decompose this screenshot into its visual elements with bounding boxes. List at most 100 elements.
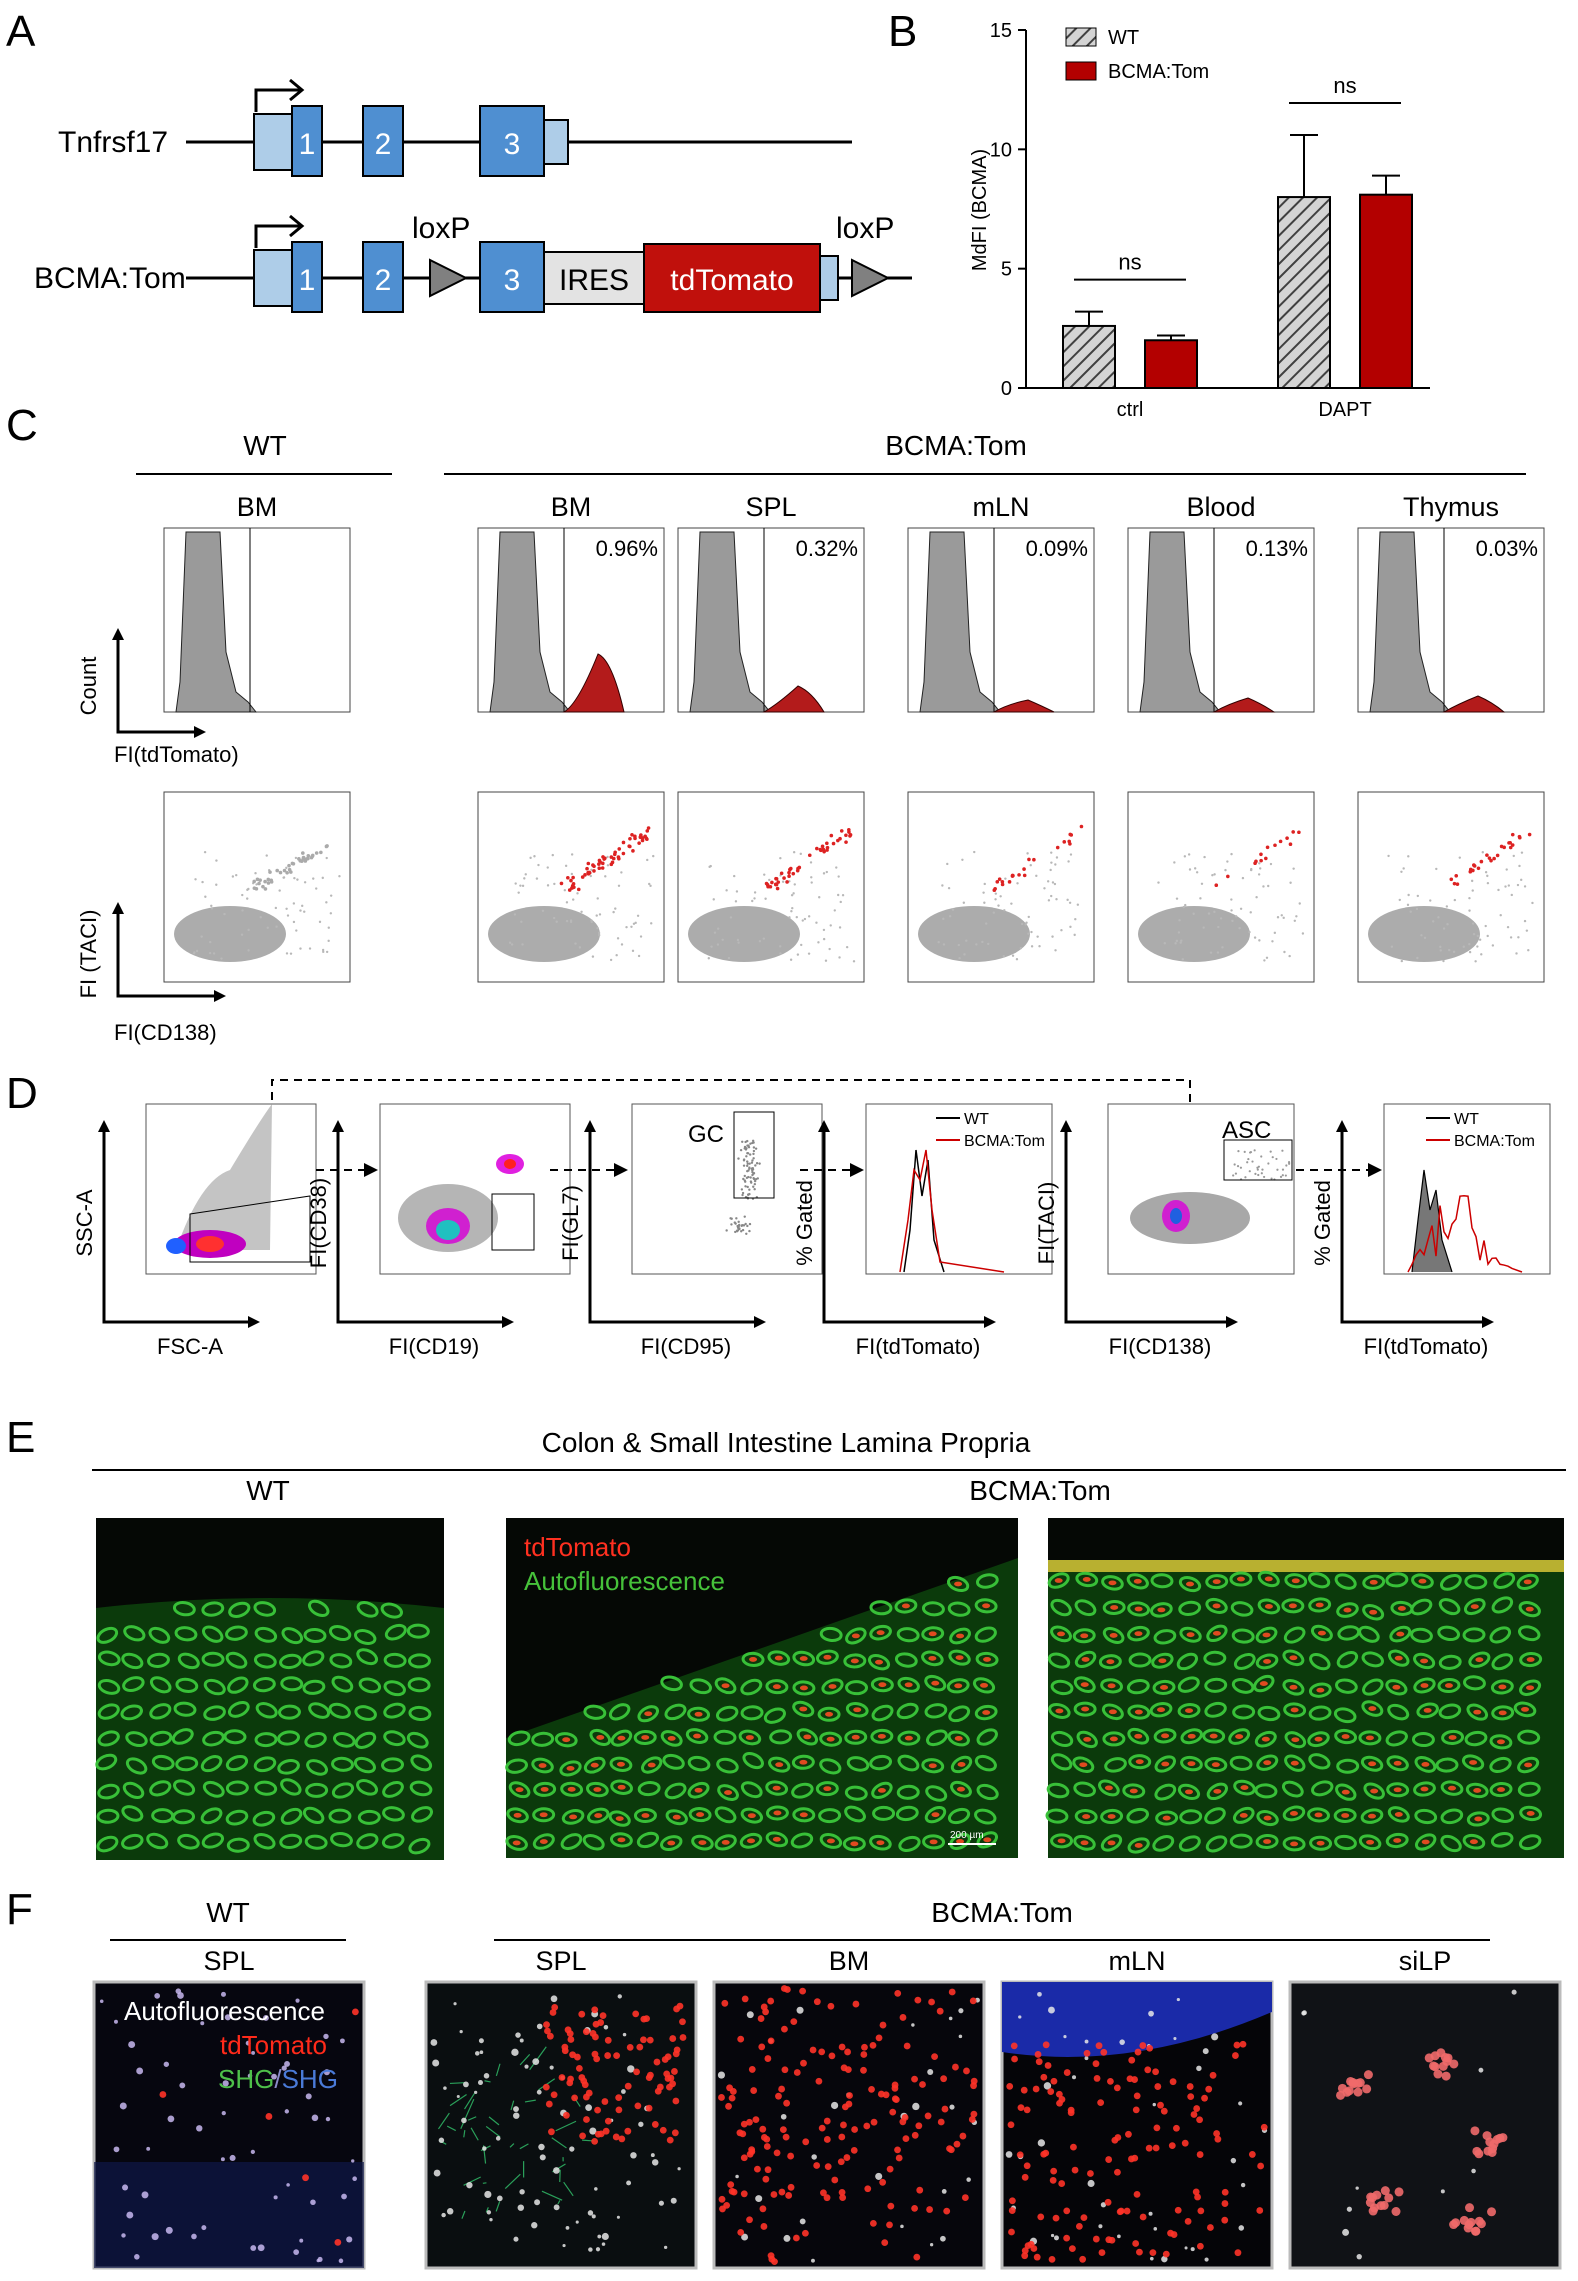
c-scatter-point <box>810 881 813 884</box>
f-autofluor-dot <box>121 2233 126 2238</box>
f-tdtomato-cell <box>1205 2085 1213 2093</box>
f-autofluor-dot <box>323 2033 329 2040</box>
f-autofluor-dot <box>622 2032 627 2037</box>
f-tdtomato-cell <box>1107 2077 1114 2085</box>
e-crypt <box>121 1833 144 1850</box>
c-scatter-point <box>1053 882 1057 886</box>
c-scatter-point <box>636 914 640 917</box>
f-tdtomato-cell <box>1058 2180 1066 2187</box>
e-crypt <box>149 1676 172 1694</box>
d-scatter-point <box>754 1164 757 1167</box>
e-crypt <box>640 1756 663 1774</box>
e-crypt <box>1045 1808 1069 1824</box>
e-tdtomato-cell <box>928 1763 937 1769</box>
panel-f-microscopy: WT BCMA:Tom SPL SPL BM mLN siLP Autofluoresc… <box>92 1897 1562 2270</box>
e-crypt <box>357 1809 381 1825</box>
e-crypt <box>1230 1601 1254 1617</box>
e-crypt <box>1462 1627 1486 1643</box>
e-crypt <box>1231 1628 1255 1644</box>
e-crypt <box>1440 1808 1464 1825</box>
e-crypt <box>279 1833 303 1849</box>
f-autofluor-dot <box>532 2058 540 2066</box>
e-crypt <box>1122 1783 1146 1799</box>
e-crypt <box>687 1755 711 1772</box>
x-category-label: DAPT <box>1318 399 1371 421</box>
c-scatter-positive-point <box>1017 873 1021 877</box>
f-autofluor-dot <box>221 2110 226 2116</box>
c-scatter-point <box>1004 877 1007 880</box>
d-y-label: SSC-A <box>72 1189 97 1257</box>
e-tdtomato-cell <box>1423 1707 1432 1713</box>
f-autofluor-dot <box>575 2220 579 2224</box>
f-legend-autofluor: Autofluorescence <box>124 1996 325 2026</box>
f-tdtomato-cell <box>1451 2218 1461 2228</box>
c-scatter-point <box>753 897 756 900</box>
f-tdtomato-cell <box>1433 2069 1443 2079</box>
f-autofluor-dot <box>617 1994 622 1999</box>
f-shg-fiber <box>461 2210 466 2219</box>
f-tdtomato-cell <box>653 2058 661 2066</box>
c-scatter-point <box>1288 954 1291 958</box>
e-tdtomato-cell <box>799 1706 808 1712</box>
e-crypt <box>254 1626 278 1643</box>
e-crypt <box>354 1629 377 1645</box>
f-autofluor-dot <box>958 2008 964 2014</box>
f-tdtomato-cell <box>941 2105 949 2113</box>
c-scatter-point <box>975 943 978 946</box>
f-tdtomato-cell <box>562 2111 570 2119</box>
c-scatter-point <box>836 893 840 897</box>
e-crypt <box>331 1675 354 1693</box>
c-scatter-point <box>817 941 820 944</box>
c-positive-peak <box>762 685 825 713</box>
c-scatter-point <box>625 925 628 929</box>
e-crypt <box>225 1809 249 1826</box>
e-crypt <box>790 1832 814 1849</box>
c-scatter-point <box>282 876 286 879</box>
f-autofluor-dot <box>562 2243 566 2248</box>
e-crypt <box>1334 1728 1358 1745</box>
e-crypt <box>201 1601 225 1617</box>
f-tdtomato-cell <box>823 2194 831 2202</box>
f-tdtomato-cell <box>1234 2249 1242 2257</box>
f-tdtomato-cell <box>1384 2193 1394 2203</box>
c-scatter-point <box>946 862 949 866</box>
e-crypt <box>328 1702 351 1719</box>
d-scatter-point <box>743 1179 747 1182</box>
e-crypt <box>253 1653 277 1669</box>
e-crypt <box>560 1781 584 1797</box>
e-crypt <box>1361 1651 1384 1668</box>
e-crypt <box>356 1833 379 1850</box>
e-crypt <box>608 1810 631 1827</box>
d-scatter-point <box>1251 1160 1254 1163</box>
c-scatter-point <box>1390 945 1394 948</box>
f-tdtomato-cell <box>914 1996 922 2004</box>
c-scatter-point <box>1431 920 1435 923</box>
d-scatter-point <box>1279 1175 1283 1178</box>
c-scatter-point <box>1217 925 1220 929</box>
f-tdtomato-cell <box>870 2118 878 2126</box>
c-scatter-point <box>987 942 990 946</box>
e-crypt <box>844 1729 868 1745</box>
c-scatter-point <box>983 882 986 886</box>
e-crypt <box>763 1707 786 1724</box>
d-scatter-point <box>741 1228 745 1232</box>
e-tdtomato-cell <box>1211 1762 1220 1768</box>
f-tdtomato-cell <box>760 2223 768 2230</box>
e-crypt <box>872 1805 896 1821</box>
f-autofluor-dot <box>948 2016 953 2021</box>
c-scatter-point <box>1238 926 1241 930</box>
f-tdtomato-cell <box>1131 2154 1139 2162</box>
c-scatter-point <box>758 939 762 943</box>
c-scatter-point <box>252 879 256 884</box>
panel-letter-c: C <box>6 401 38 450</box>
e-crypt <box>1102 1599 1126 1615</box>
e-tdtomato-cell <box>1158 1658 1167 1664</box>
c-scatter-positive-point <box>580 875 585 879</box>
d-scatter-point <box>1237 1150 1240 1153</box>
e-crypt <box>1204 1677 1228 1693</box>
e-tdtomato-cell <box>1057 1631 1066 1637</box>
e-crypt <box>1180 1755 1203 1772</box>
c-scatter-point <box>793 883 796 886</box>
e-crypt <box>1284 1754 1306 1772</box>
f-tdtomato-cell <box>892 2096 900 2104</box>
